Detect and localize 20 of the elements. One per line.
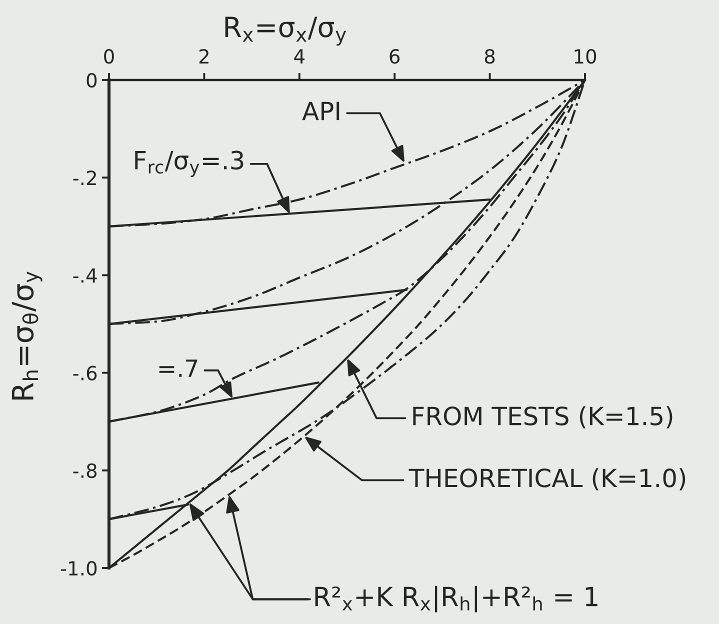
x-tick-label: 2 (199, 49, 208, 64)
annotation: F$_{rc}$/σ$_{y}$=.3 (135, 150, 244, 177)
y-tick-label: -.6 (73, 366, 97, 380)
y-tick-label: -.2 (73, 170, 96, 185)
x-axis-title: R$_{x}$=σ$_{x}$/σ$_{y}$ (225, 16, 346, 46)
annotation: API (302, 102, 340, 120)
x-tick-label: 4 (294, 49, 304, 64)
annotation: =.7 (159, 360, 198, 377)
x-tick-label: 10 (574, 49, 596, 64)
y-tick-label: -.8 (73, 463, 97, 478)
x-tick-label: 8 (484, 49, 495, 64)
y-axis-title: R$_{h}$=σ$_{θ}$/σ$_{y}$ (12, 272, 42, 400)
annotation: FROM TESTS (K=1.5) (413, 406, 672, 428)
text: R²$_{x}$+K R$_{x}$|R$_{h}$|+R²$_{h}$ = 1 (315, 586, 598, 612)
x-tick-label: 0 (104, 49, 114, 64)
y-tick-label: 0 (86, 72, 97, 88)
y-tick-label: -1.0 (60, 560, 97, 576)
y-tick-label: -.4 (73, 268, 97, 283)
annotation: THEORETICAL (K=1.0) (408, 468, 686, 490)
x-tick-label: 6 (390, 49, 400, 64)
